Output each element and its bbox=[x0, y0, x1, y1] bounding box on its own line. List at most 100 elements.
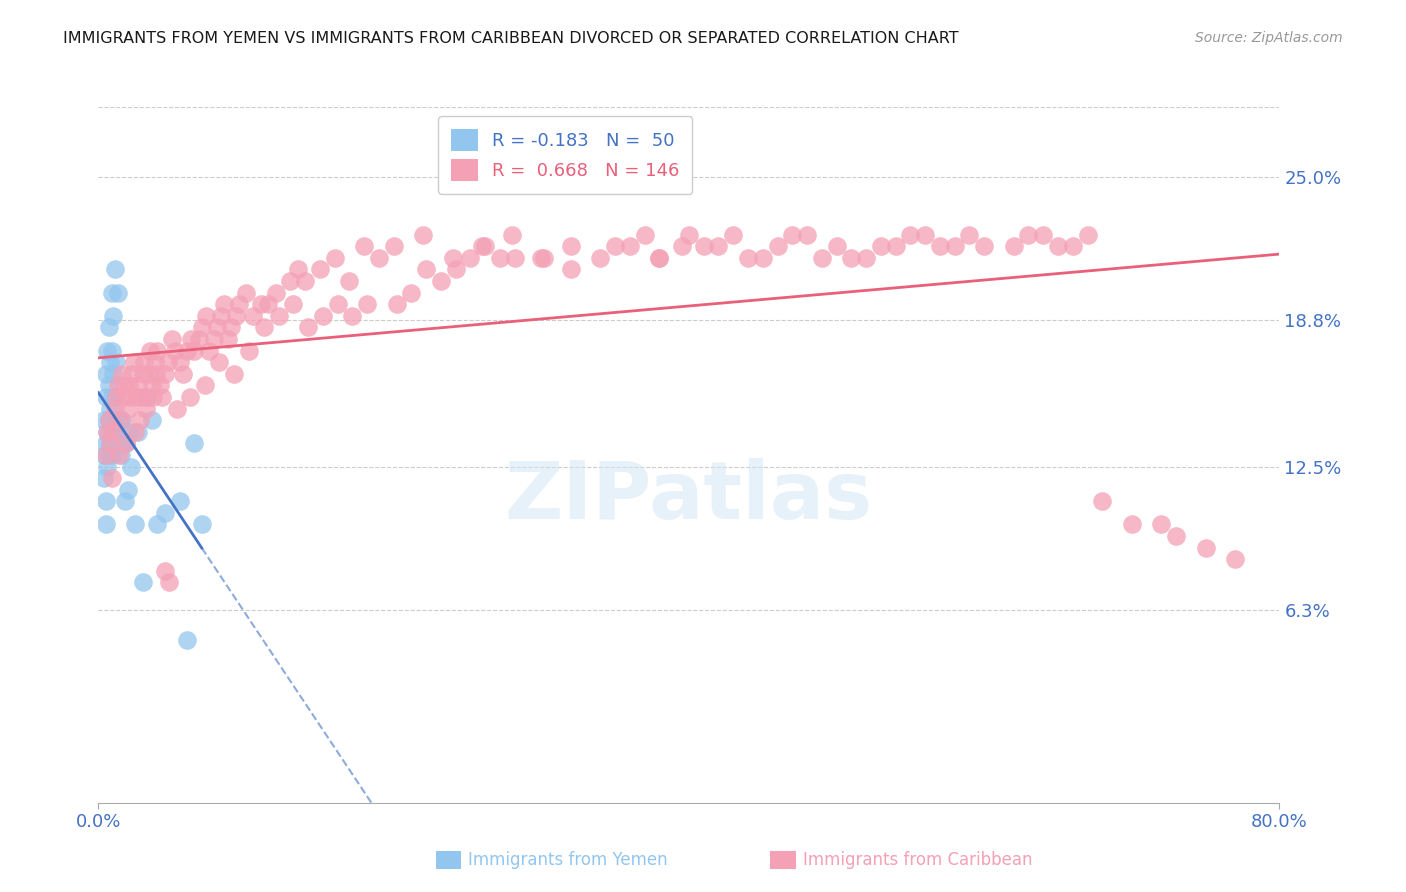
Point bbox=[228, 297, 250, 311]
Point bbox=[560, 262, 582, 277]
Point bbox=[444, 262, 467, 277]
Point bbox=[97, 413, 120, 427]
Point bbox=[489, 251, 512, 265]
Point bbox=[633, 227, 655, 242]
Point bbox=[141, 413, 163, 427]
Point bbox=[114, 494, 136, 508]
Point bbox=[278, 274, 302, 288]
Point bbox=[103, 425, 125, 439]
Point bbox=[149, 378, 172, 392]
Point bbox=[217, 332, 239, 346]
Point bbox=[128, 413, 150, 427]
Point bbox=[111, 413, 134, 427]
Point bbox=[108, 413, 131, 427]
Point bbox=[1164, 529, 1187, 543]
Point bbox=[191, 517, 214, 532]
Point bbox=[191, 320, 214, 334]
Point bbox=[176, 633, 198, 648]
Point bbox=[94, 448, 117, 462]
Point bbox=[401, 285, 423, 300]
Point bbox=[219, 320, 242, 334]
Point bbox=[605, 239, 627, 253]
Point bbox=[353, 239, 375, 253]
Point bbox=[98, 436, 121, 450]
Point bbox=[782, 227, 804, 242]
Point bbox=[97, 378, 120, 392]
Point bbox=[287, 262, 309, 277]
Point bbox=[117, 483, 139, 497]
Point bbox=[96, 343, 118, 358]
Point bbox=[127, 378, 149, 392]
Point bbox=[283, 297, 305, 311]
Point bbox=[153, 506, 176, 520]
Point bbox=[187, 332, 209, 346]
Point bbox=[94, 390, 117, 404]
Point bbox=[157, 575, 180, 590]
Point bbox=[138, 367, 160, 381]
Point bbox=[129, 390, 152, 404]
Point bbox=[796, 227, 818, 242]
Point bbox=[430, 274, 453, 288]
Point bbox=[169, 494, 191, 508]
Point bbox=[183, 436, 205, 450]
Point bbox=[111, 367, 134, 381]
Point bbox=[530, 251, 553, 265]
Point bbox=[959, 227, 981, 242]
Point bbox=[104, 262, 127, 277]
Point bbox=[142, 390, 165, 404]
Point bbox=[589, 251, 612, 265]
Point bbox=[153, 564, 176, 578]
Point bbox=[368, 251, 391, 265]
Point bbox=[238, 343, 260, 358]
Point bbox=[104, 401, 127, 416]
Text: IMMIGRANTS FROM YEMEN VS IMMIGRANTS FROM CARIBBEAN DIVORCED OR SEPARATED CORRELA: IMMIGRANTS FROM YEMEN VS IMMIGRANTS FROM… bbox=[63, 31, 959, 46]
Point bbox=[108, 448, 131, 462]
Point bbox=[1195, 541, 1218, 555]
Point bbox=[342, 309, 364, 323]
Point bbox=[98, 401, 121, 416]
Point bbox=[928, 239, 950, 253]
Point bbox=[205, 320, 228, 334]
Point bbox=[153, 367, 176, 381]
Point bbox=[900, 227, 922, 242]
Point bbox=[267, 309, 290, 323]
Point bbox=[533, 251, 555, 265]
Point bbox=[1062, 239, 1084, 253]
Point bbox=[914, 227, 936, 242]
Point bbox=[94, 494, 117, 508]
Point bbox=[100, 471, 122, 485]
Point bbox=[169, 355, 191, 369]
Text: Immigrants from Yemen: Immigrants from Yemen bbox=[468, 851, 668, 869]
Point bbox=[103, 309, 125, 323]
Point bbox=[94, 517, 117, 532]
Point bbox=[146, 343, 169, 358]
Point bbox=[235, 285, 257, 300]
Point bbox=[648, 251, 671, 265]
Point bbox=[156, 355, 179, 369]
Point bbox=[707, 239, 730, 253]
Point bbox=[1046, 239, 1069, 253]
Point bbox=[98, 436, 121, 450]
Point bbox=[723, 227, 745, 242]
Point bbox=[136, 390, 159, 404]
Point bbox=[323, 251, 346, 265]
Point bbox=[146, 517, 169, 532]
Point bbox=[114, 378, 136, 392]
Point bbox=[195, 309, 218, 323]
Point bbox=[165, 343, 187, 358]
Point bbox=[869, 239, 891, 253]
Point bbox=[1032, 227, 1054, 242]
Point bbox=[810, 251, 832, 265]
Point bbox=[112, 390, 135, 404]
Point bbox=[166, 401, 188, 416]
Point bbox=[100, 448, 122, 462]
Point bbox=[648, 251, 671, 265]
Point bbox=[100, 343, 122, 358]
Point bbox=[560, 239, 582, 253]
Point bbox=[125, 390, 148, 404]
Point bbox=[97, 448, 120, 462]
Point bbox=[326, 297, 349, 311]
Point bbox=[96, 459, 118, 474]
Point bbox=[107, 378, 129, 392]
Point bbox=[97, 413, 120, 427]
